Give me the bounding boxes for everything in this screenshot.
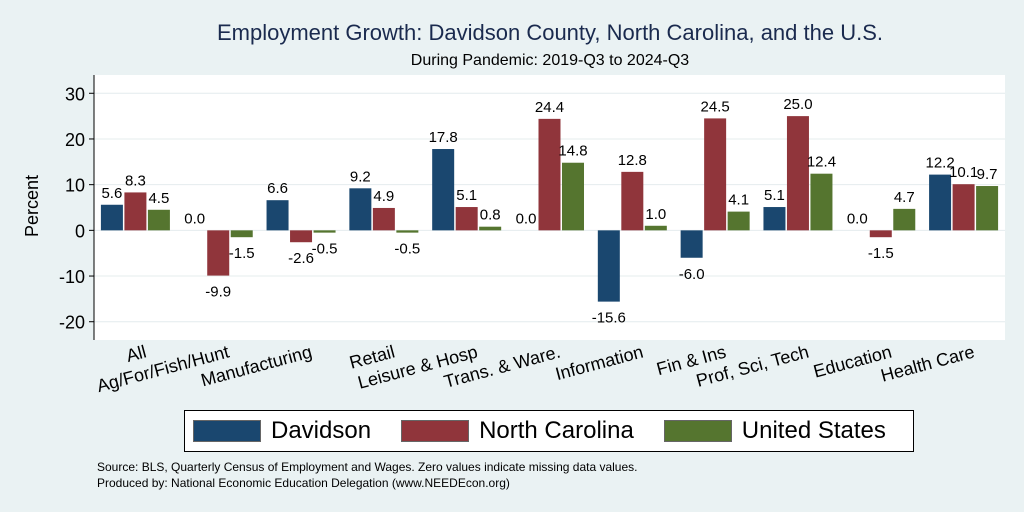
legend-label-united-states: United States <box>741 417 886 444</box>
bar-united-states <box>727 211 750 231</box>
legend-label-north-carolina: North Carolina <box>479 417 634 444</box>
bar-united-states <box>396 230 419 233</box>
data-label-davidson: 0.0 <box>184 210 205 227</box>
bar-north-carolina <box>372 207 395 231</box>
data-label-united-states: 14.8 <box>558 143 587 160</box>
bar-davidson <box>680 230 703 258</box>
y-tick-label: 20 <box>65 130 85 150</box>
bar-davidson <box>432 149 455 231</box>
source-note: Source: BLS, Quarterly Census of Employm… <box>97 460 638 474</box>
bar-davidson <box>597 230 620 302</box>
y-axis-title: Percent <box>22 175 42 237</box>
bar-davidson <box>929 174 952 231</box>
data-label-north-carolina: 4.9 <box>373 188 394 205</box>
data-label-davidson: 9.2 <box>350 168 371 185</box>
data-label-davidson: 0.0 <box>516 210 537 227</box>
y-tick-label: 30 <box>65 84 85 104</box>
bar-davidson <box>763 207 786 231</box>
bar-united-states <box>313 230 336 233</box>
legend-item-davidson: Davidson <box>193 417 371 445</box>
data-label-united-states: -0.5 <box>312 241 338 258</box>
legend: Davidson North Carolina United States <box>184 410 914 452</box>
data-label-united-states: -1.5 <box>229 245 255 262</box>
chart-title: Employment Growth: Davidson County, Nort… <box>216 20 883 45</box>
data-label-davidson: 5.6 <box>101 185 122 202</box>
bar-united-states <box>147 209 170 231</box>
data-label-united-states: 4.1 <box>728 192 749 209</box>
data-label-davidson: -6.0 <box>679 266 705 283</box>
data-label-davidson: -15.6 <box>592 310 626 327</box>
legend-swatch-davidson <box>193 420 261 442</box>
chart-subtitle: During Pandemic: 2019-Q3 to 2024-Q3 <box>410 52 690 69</box>
data-label-united-states: -0.5 <box>394 241 420 258</box>
producer-note: Produced by: National Economic Education… <box>97 476 510 490</box>
data-labels: 5.68.34.50.0-9.9-1.56.6-2.6-0.59.24.9-0.… <box>101 96 997 327</box>
y-tick-label: 10 <box>65 176 85 196</box>
y-axis: -20 -10 0 10 20 30 <box>59 75 95 340</box>
data-label-united-states: 4.7 <box>894 189 915 206</box>
data-label-north-carolina: -2.6 <box>288 250 314 267</box>
y-tick-label: 0 <box>75 221 85 241</box>
data-label-united-states: 4.5 <box>148 190 169 207</box>
data-label-davidson: 17.8 <box>429 129 458 146</box>
data-label-north-carolina: 25.0 <box>783 96 812 113</box>
data-label-united-states: 1.0 <box>645 206 666 223</box>
legend-item-north-carolina: North Carolina <box>401 417 634 445</box>
bar-davidson <box>266 200 289 231</box>
data-label-davidson: 12.2 <box>925 155 954 172</box>
bar-north-carolina <box>952 184 975 231</box>
data-label-north-carolina: 5.1 <box>456 187 477 204</box>
legend-swatch-north-carolina <box>401 420 470 442</box>
bar-north-carolina <box>207 230 230 276</box>
x-tick-label: Information <box>553 342 645 385</box>
bar-united-states <box>976 186 999 231</box>
bar-north-carolina <box>704 118 727 231</box>
bar-united-states <box>893 208 916 231</box>
bar-north-carolina <box>538 118 561 231</box>
bar-davidson <box>100 204 123 231</box>
data-label-north-carolina: 8.3 <box>125 172 146 189</box>
data-label-united-states: 0.8 <box>480 207 501 224</box>
bar-north-carolina <box>869 230 892 238</box>
data-label-united-states: 12.4 <box>807 154 836 171</box>
bar-north-carolina <box>455 207 478 231</box>
bar-north-carolina <box>124 192 147 231</box>
data-label-north-carolina: 10.1 <box>949 164 978 181</box>
data-label-united-states: 9.7 <box>977 166 998 183</box>
data-label-north-carolina: 24.4 <box>535 99 564 116</box>
bars <box>100 116 999 302</box>
legend-item-united-states: United States <box>663 417 886 445</box>
bar-united-states <box>562 162 584 231</box>
y-tick-label: -10 <box>59 267 85 287</box>
data-label-north-carolina: 12.8 <box>618 152 647 169</box>
bar-north-carolina <box>621 171 644 231</box>
bar-north-carolina <box>786 116 809 231</box>
bar-united-states <box>644 225 667 231</box>
bar-north-carolina <box>290 230 313 243</box>
y-tick-label: -20 <box>59 313 85 333</box>
bar-united-states <box>479 226 502 231</box>
data-label-north-carolina: 24.5 <box>701 98 730 115</box>
data-label-north-carolina: -9.9 <box>205 284 231 301</box>
bar-davidson <box>349 188 372 231</box>
legend-swatch-united-states <box>663 420 732 442</box>
bar-united-states <box>230 230 253 238</box>
legend-label-davidson: Davidson <box>271 417 372 444</box>
x-tick-label: Health Care <box>879 342 977 386</box>
data-label-davidson: 5.1 <box>764 187 785 204</box>
bar-united-states <box>810 173 833 231</box>
data-label-davidson: 0.0 <box>847 210 868 227</box>
data-label-north-carolina: -1.5 <box>868 245 894 262</box>
data-label-davidson: 6.6 <box>267 180 288 197</box>
